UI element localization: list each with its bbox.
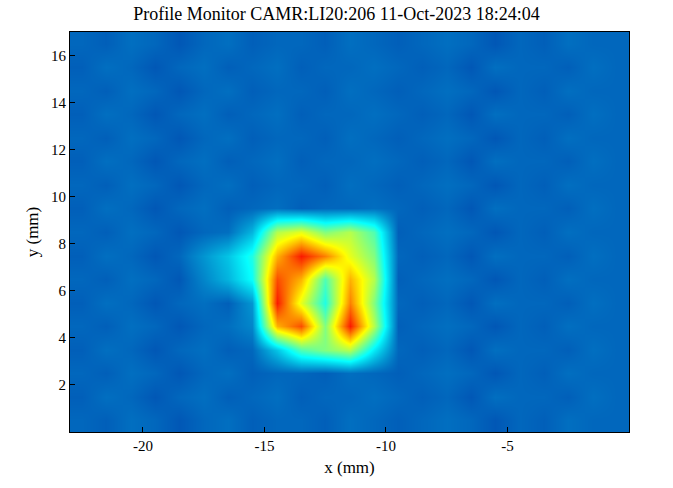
svg-text:y (mm): y (mm) bbox=[23, 207, 42, 258]
svg-text:Profile Monitor CAMR:LI20:206: Profile Monitor CAMR:LI20:206 11-Oct-202… bbox=[133, 4, 539, 24]
svg-text:x (mm): x (mm) bbox=[324, 458, 375, 477]
svg-text:10: 10 bbox=[51, 189, 66, 205]
svg-text:-10: -10 bbox=[376, 438, 396, 454]
svg-text:4: 4 bbox=[59, 330, 67, 346]
svg-text:-5: -5 bbox=[501, 438, 513, 454]
svg-text:16: 16 bbox=[51, 48, 67, 64]
svg-text:14: 14 bbox=[51, 95, 67, 111]
svg-text:-15: -15 bbox=[254, 438, 274, 454]
svg-text:8: 8 bbox=[59, 236, 67, 252]
svg-text:-20: -20 bbox=[133, 438, 153, 454]
svg-text:12: 12 bbox=[51, 142, 66, 158]
svg-text:6: 6 bbox=[59, 283, 67, 299]
svg-text:2: 2 bbox=[59, 377, 67, 393]
